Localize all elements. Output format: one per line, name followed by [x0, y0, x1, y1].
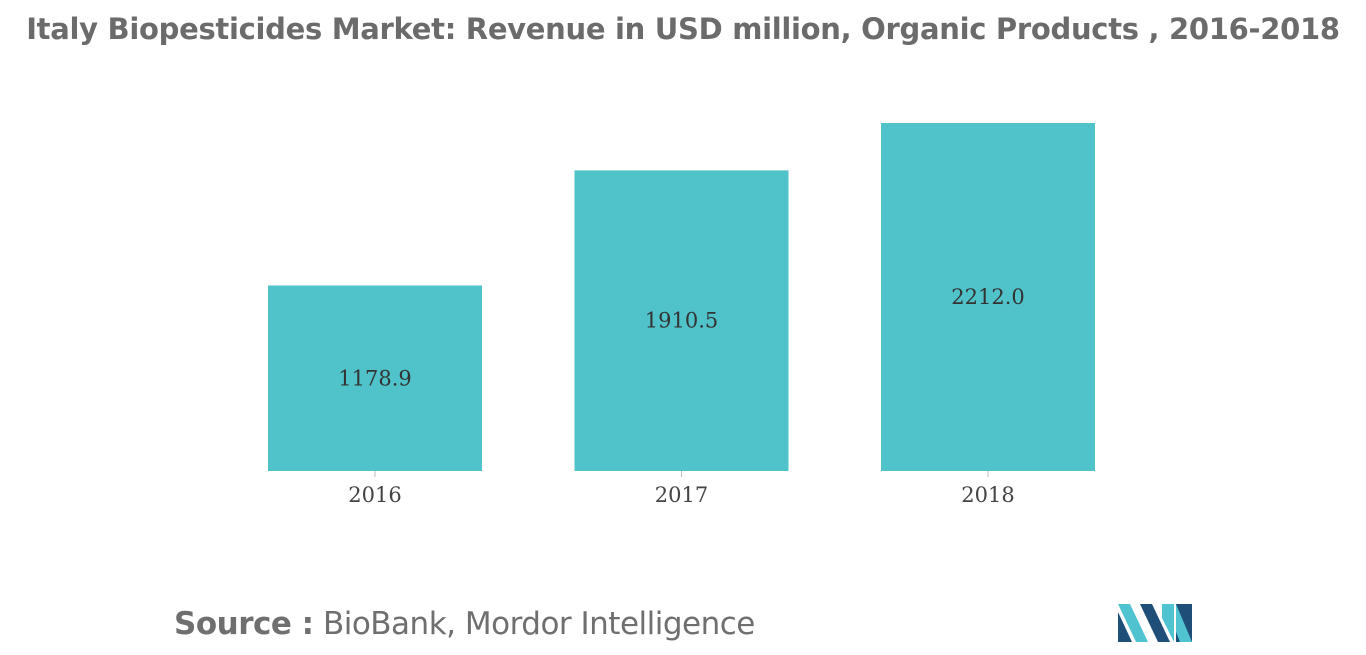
bar-chart: 1178.9 2016 1910.5 2017 2212.0 2018: [268, 123, 1095, 507]
bar-2016: [268, 285, 482, 471]
mordor-intelligence-logo-icon: [1118, 604, 1192, 642]
source-line: Source : BioBank, Mordor Intelligence: [174, 606, 755, 642]
bar-2017: [574, 170, 789, 471]
data-label-2017: 1910.5: [645, 309, 718, 333]
data-label-2016: 1178.9: [338, 366, 411, 390]
x-tick-label-2018: 2018: [961, 483, 1014, 507]
bar-2018: [881, 123, 1095, 471]
chart-title: Italy Biopesticides Market: Revenue in U…: [26, 12, 1340, 46]
source-label: Source :: [174, 606, 314, 642]
source-text: BioBank, Mordor Intelligence: [322, 606, 755, 642]
x-tick-label-2016: 2016: [348, 483, 401, 507]
data-label-2018: 2212.0: [951, 285, 1024, 309]
x-tick-label-2017: 2017: [655, 483, 708, 507]
